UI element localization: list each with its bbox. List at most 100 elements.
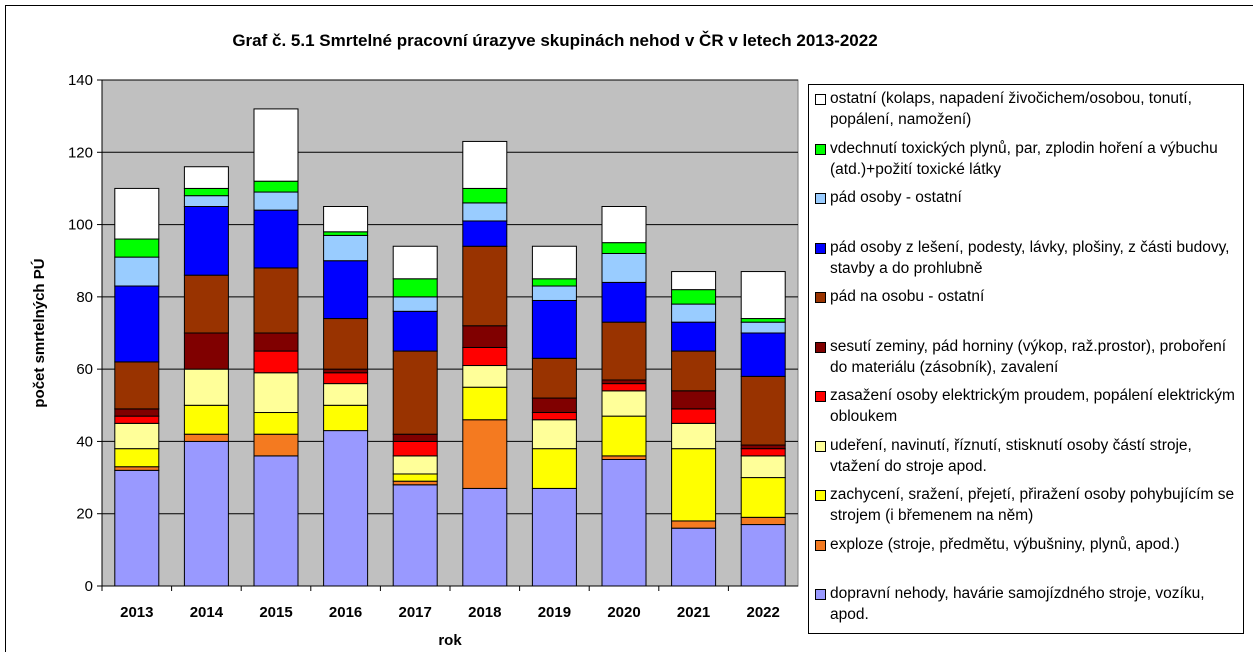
legend-entry: udeření, navinutí, říznutí, stisknutí os… <box>815 435 1239 485</box>
bar-segment <box>183 187 229 197</box>
legend-label: vdechnutí toxických plynů, par, zplodin … <box>830 139 1218 178</box>
bar-segment <box>183 440 229 587</box>
bar-segment <box>601 252 647 283</box>
bar-segment <box>253 372 299 414</box>
bar-segment <box>392 473 438 482</box>
bar-segment <box>323 260 369 320</box>
bar-segment <box>253 108 299 182</box>
bar-segment <box>531 487 577 587</box>
bar-segment <box>601 281 647 323</box>
legend-entry: zachycení, sražení, přejetí, přiražení o… <box>815 484 1239 534</box>
y-tick-label: 140 <box>68 72 93 89</box>
bar-segment <box>671 408 717 424</box>
bar-segment <box>531 357 577 399</box>
legend-entry: ostatní (kolaps, napadení živočichem/oso… <box>815 88 1239 138</box>
x-tick-label: 2017 <box>399 604 432 621</box>
x-tick-label: 2022 <box>747 604 780 621</box>
y-tick-label: 80 <box>76 289 93 306</box>
bar-segment <box>671 520 717 529</box>
bar-segment <box>323 206 369 233</box>
legend-swatch <box>815 589 826 601</box>
bar-segment <box>392 296 438 312</box>
bar-segment <box>740 271 786 320</box>
bar-segment <box>601 390 647 417</box>
bar-segment <box>671 271 717 291</box>
bar-segment <box>671 448 717 522</box>
bar-segment <box>183 274 229 334</box>
bar-segment <box>323 430 369 587</box>
bar-segment <box>531 397 577 414</box>
legend-swatch <box>815 193 826 205</box>
x-tick-label: 2016 <box>329 604 362 621</box>
bar-segment <box>114 422 160 450</box>
legend-entry: pád na osobu - ostatní <box>815 286 1239 336</box>
bar-segment <box>323 404 369 432</box>
bar-segment <box>740 455 786 479</box>
legend-label: pád na osobu - ostatní <box>830 288 985 306</box>
y-tick-label: 40 <box>76 433 93 450</box>
legend-swatch <box>815 143 826 155</box>
bar-segment <box>601 415 647 457</box>
bar-segment <box>253 332 299 352</box>
bar-segment <box>114 408 160 417</box>
bar-segment <box>392 433 438 442</box>
bar-segment <box>462 245 508 327</box>
y-axis-label: počet smrtelných PÚ <box>30 258 48 407</box>
bar-segment <box>671 422 717 450</box>
bar-segment <box>740 516 786 526</box>
legend: ostatní (kolaps, napadení živočichem/oso… <box>808 84 1244 634</box>
bar-segment <box>740 375 786 446</box>
x-tick-label: 2013 <box>120 604 153 621</box>
legend-swatch <box>815 341 826 353</box>
bar-segment <box>323 231 369 236</box>
bar-segment <box>601 379 647 385</box>
bar-segment <box>740 321 786 334</box>
legend-entry: exploze (stroje, předmětu, výbušniny, pl… <box>815 534 1239 584</box>
bar-segment <box>114 285 160 363</box>
bar-segment <box>114 256 160 287</box>
bar-segment <box>253 455 299 587</box>
bar-segment <box>740 444 786 450</box>
x-axis-label: rok <box>438 632 462 649</box>
legend-entry: zasažení osoby elektrickým proudem, popá… <box>815 385 1239 435</box>
legend-entry: pád osoby - ostatní <box>815 187 1239 237</box>
bar-segment <box>531 285 577 301</box>
bar-segment <box>740 524 786 587</box>
bar-segment <box>183 404 229 435</box>
bar-segment <box>462 365 508 388</box>
bar-segment <box>462 386 508 421</box>
legend-label: dopravní nehody, havárie samojízdného st… <box>830 585 1205 624</box>
bar-segment <box>392 310 438 352</box>
y-tick-label: 0 <box>85 578 93 595</box>
bar-segment <box>462 325 508 348</box>
bar-segment <box>531 299 577 359</box>
x-tick-label: 2019 <box>538 604 571 621</box>
bar-segment <box>740 477 786 518</box>
bar-segment <box>531 448 577 489</box>
y-tick-label: 100 <box>68 217 93 234</box>
legend-label: pád osoby z lešení, podesty, lávky, ploš… <box>830 238 1230 277</box>
legend-swatch <box>815 94 826 105</box>
bar-segment <box>114 415 160 424</box>
bar-segment <box>253 412 299 435</box>
bar-segment <box>114 466 160 471</box>
bar-segment <box>462 140 508 189</box>
bar-segment <box>183 166 229 189</box>
bar-segment <box>392 245 438 280</box>
y-tick-label: 60 <box>76 361 93 378</box>
bar-segment <box>183 433 229 442</box>
legend-label: udeření, navinutí, říznutí, stisknutí os… <box>830 436 1192 475</box>
bar-segment <box>253 191 299 211</box>
bar-segment <box>601 242 647 254</box>
y-tick-label: 120 <box>68 144 93 161</box>
bar-segment <box>601 383 647 392</box>
legend-label: sesutí zeminy, pád horniny (výkop, raž.p… <box>830 337 1226 376</box>
bar-segment <box>671 390 717 410</box>
bar-segment <box>392 484 438 587</box>
legend-swatch <box>815 539 826 551</box>
bar-segment <box>323 318 369 370</box>
legend-entry: pád osoby z lešení, podesty, lávky, ploš… <box>815 237 1239 287</box>
bar-segment <box>601 455 647 460</box>
bar-segment <box>114 361 160 410</box>
legend-label: zachycení, sražení, přejetí, přiražení o… <box>830 486 1235 525</box>
